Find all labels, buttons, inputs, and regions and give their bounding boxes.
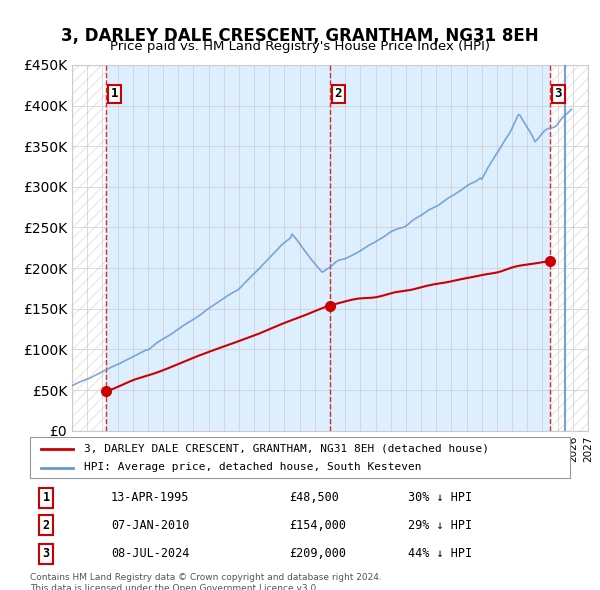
Text: 3, DARLEY DALE CRESCENT, GRANTHAM, NG31 8EH: 3, DARLEY DALE CRESCENT, GRANTHAM, NG31 … <box>61 27 539 45</box>
Text: 1: 1 <box>43 491 50 504</box>
Text: 29% ↓ HPI: 29% ↓ HPI <box>408 519 472 532</box>
Text: HPI: Average price, detached house, South Kesteven: HPI: Average price, detached house, Sout… <box>84 462 421 472</box>
Text: 3: 3 <box>554 87 562 100</box>
Text: 30% ↓ HPI: 30% ↓ HPI <box>408 491 472 504</box>
Bar <box>72 65 106 431</box>
Text: 3: 3 <box>43 547 50 560</box>
Bar <box>550 65 588 431</box>
Text: Price paid vs. HM Land Registry's House Price Index (HPI): Price paid vs. HM Land Registry's House … <box>110 40 490 53</box>
Text: Contains HM Land Registry data © Crown copyright and database right 2024.
This d: Contains HM Land Registry data © Crown c… <box>30 573 382 590</box>
Text: 1: 1 <box>110 87 118 100</box>
Text: £154,000: £154,000 <box>289 519 346 532</box>
Text: 2: 2 <box>43 519 50 532</box>
Text: 3, DARLEY DALE CRESCENT, GRANTHAM, NG31 8EH (detached house): 3, DARLEY DALE CRESCENT, GRANTHAM, NG31 … <box>84 443 489 453</box>
Bar <box>72 65 106 431</box>
Bar <box>550 65 588 431</box>
Text: 08-JUL-2024: 08-JUL-2024 <box>111 547 190 560</box>
Text: 2: 2 <box>335 87 342 100</box>
Text: 07-JAN-2010: 07-JAN-2010 <box>111 519 190 532</box>
Text: £48,500: £48,500 <box>289 491 339 504</box>
Text: £209,000: £209,000 <box>289 547 346 560</box>
Text: 44% ↓ HPI: 44% ↓ HPI <box>408 547 472 560</box>
Text: 13-APR-1995: 13-APR-1995 <box>111 491 190 504</box>
